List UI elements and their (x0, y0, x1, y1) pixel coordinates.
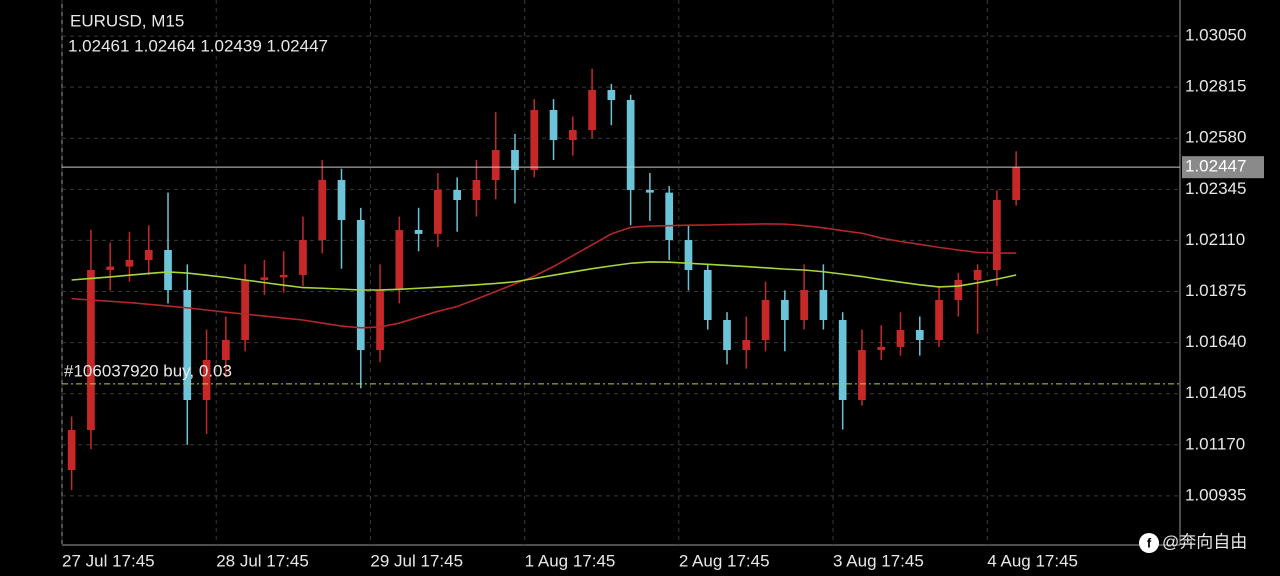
candle-body (299, 240, 307, 275)
candle-body (106, 266, 115, 270)
candle-body (491, 150, 500, 180)
y-tick-label: 1.02580 (1185, 128, 1246, 147)
candle-body (800, 290, 808, 320)
candle-body (858, 350, 866, 400)
watermark: f @奔向自由 (1139, 532, 1247, 553)
y-tick-label: 1.01640 (1185, 332, 1246, 351)
watermark-icon-glyph: f (1147, 535, 1152, 550)
candle-body (356, 220, 365, 350)
candle-body (877, 346, 886, 350)
order-label: #106037920 buy, 0.03 (64, 361, 232, 380)
candle-body (472, 180, 481, 200)
y-tick-label: 1.01170 (1185, 434, 1245, 453)
candle-body (588, 90, 596, 130)
candle-body (279, 275, 288, 278)
price-label-box (1182, 156, 1264, 179)
candle-body (646, 190, 654, 193)
candle-body (337, 180, 346, 220)
moving-average (71, 261, 1017, 291)
y-tick-label: 1.02815 (1185, 77, 1246, 96)
candle-body (761, 300, 770, 340)
candle-body (915, 330, 924, 340)
candle-body (202, 360, 211, 400)
x-tick-label: 2 Aug 17:45 (679, 551, 770, 570)
candle-body (723, 320, 731, 350)
candle-body (819, 290, 828, 320)
candle-body (434, 190, 442, 234)
candle-body (144, 250, 153, 260)
labels: 1.03050 1.02815 1.02580 1.02345 1.02110 1.018… (62, 26, 1264, 570)
candle-body (125, 260, 134, 267)
x-tick-label: 3 Aug 17:45 (833, 551, 924, 570)
candle-body (742, 340, 751, 350)
candle-body (896, 330, 905, 347)
x-tick-label: 28 Jul 17:45 (216, 551, 309, 570)
candle-body (453, 190, 462, 200)
candle-body (241, 280, 249, 340)
y-tick-label: 1.03050 (1185, 26, 1246, 45)
watermark-icon (1139, 533, 1159, 553)
candle-body (954, 280, 963, 300)
candle-body (87, 270, 95, 430)
candle-body (164, 250, 172, 290)
candle-body (414, 230, 423, 234)
x-tick-label: 27 Jul 17:45 (62, 551, 155, 570)
candle-body (665, 192, 674, 240)
candle-body (780, 300, 789, 320)
candle-body (973, 270, 982, 280)
candle-body (549, 110, 558, 140)
price-label: 1.02447 (1185, 157, 1246, 176)
y-tick-label: 1.01405 (1185, 383, 1246, 402)
candle-body (935, 300, 943, 340)
x-tick-label: 29 Jul 17:45 (370, 551, 463, 570)
candle-body (530, 110, 539, 170)
y-tick-label: 1.00935 (1185, 485, 1246, 504)
candle-body (607, 90, 616, 100)
candle-body (993, 200, 1001, 270)
candle-body (1012, 167, 1021, 200)
candle-body (221, 340, 230, 360)
plot-area (62, 68, 1180, 490)
candle-body (568, 130, 577, 140)
candle-body (838, 320, 847, 400)
candle-body (183, 290, 192, 400)
candle-body (376, 290, 384, 350)
candle-body (684, 240, 693, 270)
y-tick-label: 1.02345 (1185, 179, 1246, 198)
candle-body (511, 150, 519, 170)
candle-body (260, 277, 269, 280)
candle-body (703, 270, 712, 320)
y-tick-label: 1.02110 (1185, 230, 1245, 249)
watermark-text: @奔向自由 (1162, 532, 1247, 551)
moving-average (71, 223, 1017, 329)
candle-body (318, 180, 327, 240)
candle-body (626, 100, 635, 190)
ohlc-readout: 1.02461 1.02464 1.02439 1.02447 (68, 36, 328, 55)
y-tick-label: 1.01875 (1185, 281, 1246, 300)
candle-body (67, 430, 76, 470)
candle-body (395, 230, 404, 290)
x-tick-label: 4 Aug 17:45 (987, 551, 1078, 570)
chart-title: EURUSD, M15 (70, 11, 184, 30)
x-tick-label: 1 Aug 17:45 (525, 551, 616, 570)
